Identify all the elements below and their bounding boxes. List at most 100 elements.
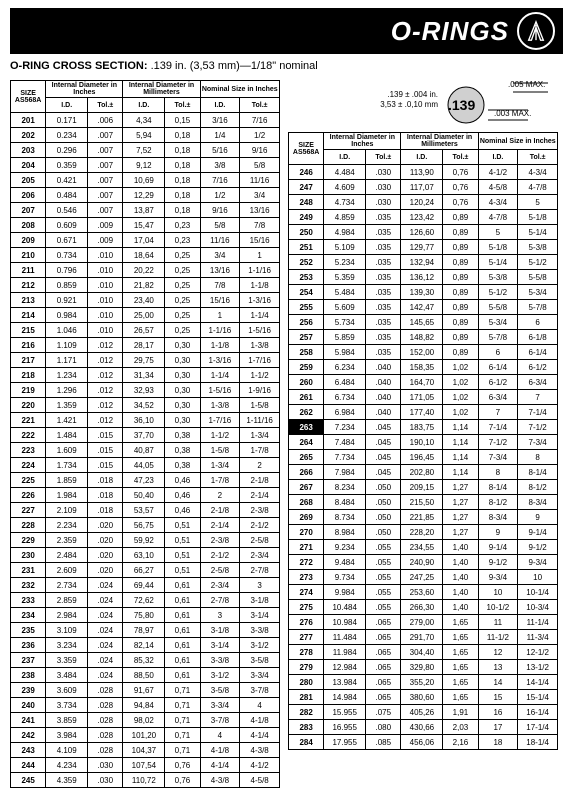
cell-size: 231 <box>11 563 46 578</box>
cell-value: 6 <box>478 345 518 360</box>
cell-value: 0,61 <box>165 653 200 668</box>
cell-value: .006 <box>88 113 123 128</box>
cell-value: 15.955 <box>324 705 366 720</box>
cell-value: 120,24 <box>401 195 443 210</box>
cross-section-label: O-RING CROSS SECTION: .139 in. (3,53 mm)… <box>10 60 563 72</box>
cell-value: .065 <box>366 690 401 705</box>
cell-value: 6-3/4 <box>478 390 518 405</box>
cell-value: 59,92 <box>123 533 165 548</box>
cell-value: 6.234 <box>324 360 366 375</box>
cell-value: 20,22 <box>123 263 165 278</box>
table-row: 2719.234.055234,551,409-1/49-1/2 <box>289 540 558 555</box>
cell-value: 209,15 <box>401 480 443 495</box>
cell-value: 11-3/4 <box>518 630 558 645</box>
cell-value: 7/16 <box>200 173 240 188</box>
spec-in: .139 ± .004 in. <box>348 90 438 99</box>
cell-value: 279,00 <box>401 615 443 630</box>
cell-value: 0,76 <box>443 195 478 210</box>
cell-value: 10.984 <box>324 615 366 630</box>
cell-value: 0,25 <box>165 263 200 278</box>
cell-value: 2-5/8 <box>200 563 240 578</box>
cell-value: 6-1/4 <box>518 345 558 360</box>
cell-value: 1.859 <box>46 473 88 488</box>
cell-value: .007 <box>88 143 123 158</box>
cell-value: 11-1/2 <box>478 630 518 645</box>
cell-size: 241 <box>11 713 46 728</box>
cell-value: .035 <box>366 285 401 300</box>
cell-size: 263 <box>289 420 324 435</box>
cell-value: 3-1/4 <box>240 608 280 623</box>
table-row: 2060.484.00712,290,181/23/4 <box>11 188 280 203</box>
table-row: 2688.484.050215,501,278-1/28-3/4 <box>289 495 558 510</box>
cell-value: .040 <box>366 375 401 390</box>
cell-value: 126,60 <box>401 225 443 240</box>
cell-value: 13 <box>478 660 518 675</box>
table-row: 2545.484.035139,300,895-1/25-3/4 <box>289 285 558 300</box>
sub-tol: Tol.± <box>240 98 280 113</box>
table-row: 2383.484.02488,500,613-1/23-3/4 <box>11 668 280 683</box>
cell-value: 2-5/8 <box>240 533 280 548</box>
cell-value: .030 <box>88 758 123 773</box>
table-row: 2403.734.02894,840,713-3/44 <box>11 698 280 713</box>
cell-value: .040 <box>366 405 401 420</box>
cell-value: 34,52 <box>123 398 165 413</box>
cell-value: 3/4 <box>240 188 280 203</box>
cell-value: 2.109 <box>46 503 88 518</box>
table-row: 28114.984.065380,601,651515-1/4 <box>289 690 558 705</box>
cell-size: 257 <box>289 330 324 345</box>
cell-size: 242 <box>11 728 46 743</box>
cell-value: 15-1/4 <box>518 690 558 705</box>
cell-size: 214 <box>11 308 46 323</box>
cell-value: 25,00 <box>123 308 165 323</box>
cell-value: 0,89 <box>443 210 478 225</box>
cell-value: .012 <box>88 338 123 353</box>
cell-value: 0,18 <box>165 173 200 188</box>
cell-value: 3-7/8 <box>200 713 240 728</box>
table-row: 28215.955.075405,261,911616-1/4 <box>289 705 558 720</box>
cell-value: 6-1/8 <box>518 330 558 345</box>
col-size: SIZE AS568A <box>11 81 46 113</box>
cell-value: 1,40 <box>443 540 478 555</box>
table-row: 2191.296.01232,930,301-5/161-9/16 <box>11 383 280 398</box>
table-row: 2606.484.040164,701,026-1/26-3/4 <box>289 375 558 390</box>
cell-value: 1-3/16 <box>240 293 280 308</box>
cell-value: 202,80 <box>401 465 443 480</box>
cell-value: 9-1/4 <box>518 525 558 540</box>
cell-value: 2,16 <box>443 735 478 750</box>
cell-value: 10,69 <box>123 173 165 188</box>
cell-value: 7.984 <box>324 465 366 480</box>
cell-value: 69,44 <box>123 578 165 593</box>
cell-size: 224 <box>11 458 46 473</box>
cell-value: .015 <box>88 428 123 443</box>
cell-size: 269 <box>289 510 324 525</box>
table-row: 2130.921.01023,400,2515/161-3/16 <box>11 293 280 308</box>
table-row: 2050.421.00710,690,187/1611/16 <box>11 173 280 188</box>
cell-value: 2-1/2 <box>240 518 280 533</box>
sub-tol: Tol.± <box>366 150 401 165</box>
cell-value: 3-5/8 <box>240 653 280 668</box>
cell-value: 4.734 <box>324 195 366 210</box>
cell-value: 1-7/16 <box>240 353 280 368</box>
cell-value: .024 <box>88 623 123 638</box>
table-row: 2342.984.02475,800,6133-1/4 <box>11 608 280 623</box>
cell-value: 1-11/16 <box>240 413 280 428</box>
cell-value: 1,14 <box>443 450 478 465</box>
cell-size: 252 <box>289 255 324 270</box>
cell-value: 1.609 <box>46 443 88 458</box>
cell-size: 215 <box>11 323 46 338</box>
cell-value: 36,10 <box>123 413 165 428</box>
cell-size: 283 <box>289 720 324 735</box>
cell-value: 405,26 <box>401 705 443 720</box>
cell-value: 21,82 <box>123 278 165 293</box>
cell-value: 240,90 <box>401 555 443 570</box>
cell-value: 6-1/4 <box>478 360 518 375</box>
cell-value: 15,47 <box>123 218 165 233</box>
col-id-in: Internal Diameter in Inches <box>46 81 123 98</box>
cell-value: 0.984 <box>46 308 88 323</box>
cell-size: 275 <box>289 600 324 615</box>
cell-value: 3-1/2 <box>240 638 280 653</box>
cell-size: 236 <box>11 638 46 653</box>
cell-value: 1-7/16 <box>200 413 240 428</box>
cell-value: 9/16 <box>240 143 280 158</box>
cell-value: 9.734 <box>324 570 366 585</box>
